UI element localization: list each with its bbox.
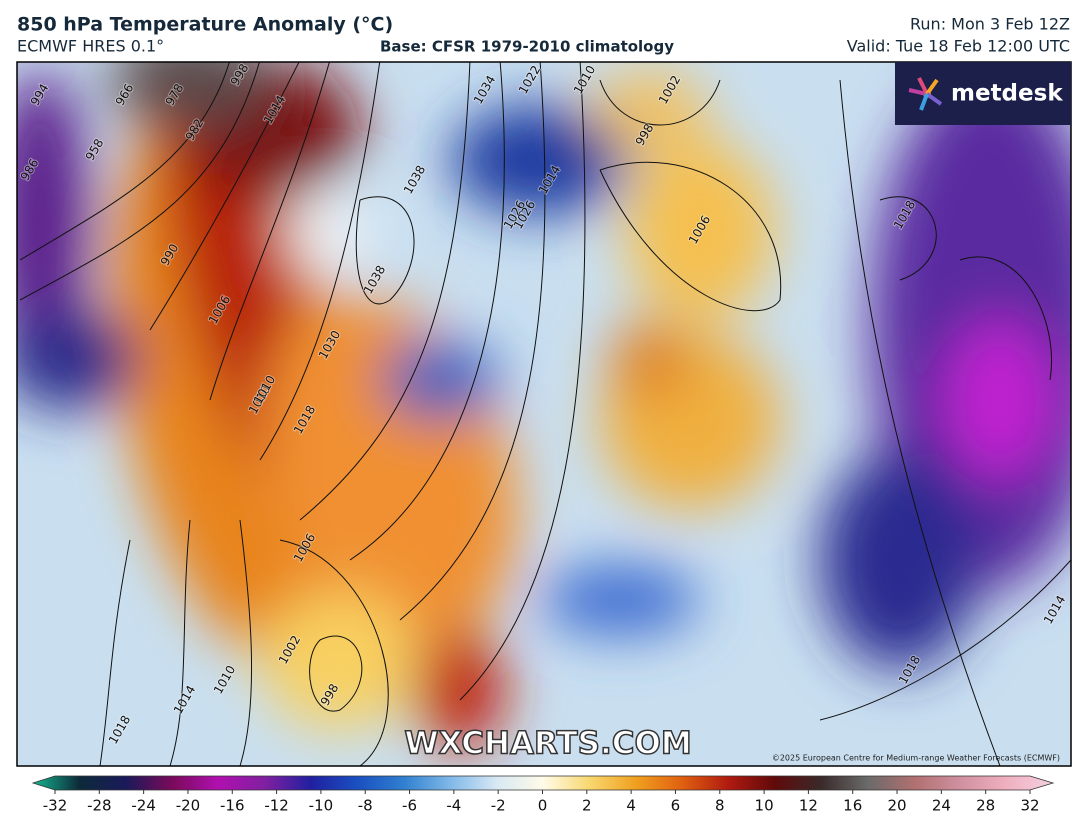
isobar <box>169 519 191 766</box>
isobar <box>149 62 300 331</box>
isobar <box>839 79 1001 766</box>
anomaly-area <box>540 565 700 635</box>
anomaly-area <box>945 320 1055 480</box>
colorbar-bar <box>31 775 1055 791</box>
isobar <box>239 519 253 766</box>
colorbar-label: -16 <box>220 797 245 815</box>
logo: metdesk <box>951 81 1063 107</box>
isobar <box>309 635 363 712</box>
base: Base: CFSR 1979-2010 climatology <box>380 38 674 56</box>
anomaly-area <box>610 320 690 400</box>
colorbar-label: 16 <box>843 797 862 815</box>
isobar <box>399 62 546 621</box>
colorbar-label: 4 <box>626 797 636 815</box>
isobar <box>279 539 389 766</box>
isobar <box>349 62 505 561</box>
anomaly-area <box>415 630 505 750</box>
colorbar-label: -12 <box>264 797 289 815</box>
colorbar-label: -32 <box>43 797 68 815</box>
run: Run: Mon 3 Feb 12Z <box>910 15 1070 34</box>
colorbar-label: 2 <box>582 797 592 815</box>
logo-icon <box>908 77 943 111</box>
colorbar-label: -24 <box>131 797 156 815</box>
isobar <box>259 62 381 461</box>
colorbar-label: -20 <box>176 797 201 815</box>
isobar <box>819 559 1071 721</box>
colorbar-label: -4 <box>446 797 461 815</box>
anomaly-area <box>380 340 500 420</box>
colorbar-label: -2 <box>491 797 506 815</box>
isobar <box>959 256 1052 381</box>
colorbar-label: 24 <box>932 797 951 815</box>
colorbar-label: -6 <box>402 797 417 815</box>
isobar <box>19 62 230 261</box>
isobar <box>355 196 415 305</box>
colorbar-label: 10 <box>755 797 774 815</box>
anomaly-area <box>590 70 710 150</box>
isobar <box>99 539 131 766</box>
anomaly-area <box>260 590 420 730</box>
title: 850 hPa Temperature Anomaly (°C) <box>17 14 393 36</box>
isobar <box>879 196 937 281</box>
colorbar-label: 6 <box>671 797 681 815</box>
anomaly-area <box>820 450 980 670</box>
colorbar-label: 32 <box>1020 797 1039 815</box>
copyright: ©2025 European Centre for Medium-range W… <box>772 754 1060 763</box>
isobar <box>19 62 260 301</box>
colorbar-label: 20 <box>887 797 906 815</box>
colorbar-label: -8 <box>358 797 373 815</box>
colorbar-label: 8 <box>715 797 725 815</box>
anomaly-area <box>110 62 270 130</box>
colorbar-label: 12 <box>799 797 818 815</box>
anomaly-area <box>17 70 90 370</box>
anomaly-area <box>17 310 140 410</box>
isobar <box>459 62 586 701</box>
colorbar-label: -10 <box>309 797 334 815</box>
colorbar-label: 0 <box>538 797 548 815</box>
colorbar: -32 -28 -24 -20 -16 -12 -10 -8 -6 -4 -2 0 2 4 6 8 10 12 16… <box>31 775 1055 815</box>
model: ECMWF HRES 0.1° <box>17 37 164 56</box>
isobar <box>299 62 471 521</box>
isobar <box>209 62 330 401</box>
watermark: WXCHARTS.COM <box>404 726 691 762</box>
anomaly-area <box>625 140 775 320</box>
anomaly-area <box>290 190 370 270</box>
valid: Valid: Tue 18 Feb 12:00 UTC <box>847 37 1070 56</box>
colorbar-label: -28 <box>87 797 112 815</box>
isobar <box>599 161 782 312</box>
isobar <box>599 79 721 126</box>
colorbar-label: 28 <box>976 797 995 815</box>
